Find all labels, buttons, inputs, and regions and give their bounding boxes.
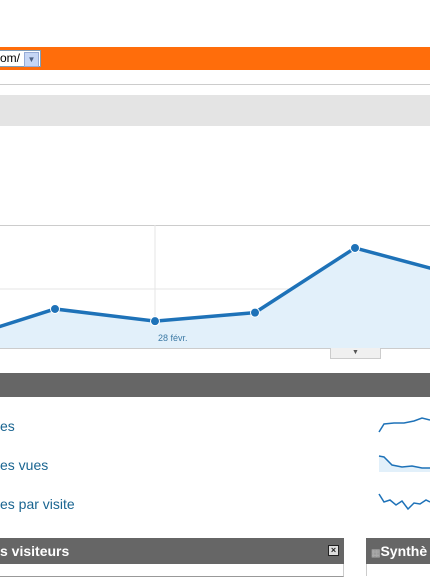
sparklines: [378, 417, 430, 511]
select-arrow[interactable]: ▼: [24, 52, 39, 67]
sparkline-area: [379, 456, 430, 472]
metric-label[interactable]: es vues: [0, 457, 49, 473]
point: [50, 303, 60, 314]
top-bar: om/ ▼: [0, 47, 430, 70]
panel-body: [0, 564, 344, 577]
drag-icon: ▦: [371, 548, 381, 559]
line: [0, 246, 430, 329]
point: [250, 307, 260, 318]
sparkline: [378, 493, 430, 511]
close-icon[interactable]: ×: [328, 545, 339, 556]
x-tick-label: 28 févr.: [158, 333, 188, 343]
panel-header: s visiteurs ×: [0, 538, 344, 564]
site-select-text: om/: [0, 51, 21, 65]
panel-body: [366, 564, 430, 576]
metric-label[interactable]: es par visite: [0, 496, 75, 512]
area: [0, 247, 430, 348]
sparkline: [378, 455, 430, 469]
chart-toggle[interactable]: ▼: [330, 348, 381, 359]
panel-header: ▦Synthè: [366, 538, 430, 564]
sparkline: [378, 417, 430, 433]
point: [350, 242, 360, 253]
point: [150, 316, 160, 327]
panel-title: s visiteurs: [0, 543, 70, 559]
chart: 28 févr.: [0, 225, 430, 349]
separator: [0, 84, 430, 85]
section-header: [0, 95, 430, 126]
panel-title: Synthè: [380, 543, 428, 559]
site-select[interactable]: om/ ▼: [0, 50, 41, 67]
dark-bar: [0, 373, 430, 397]
metric-label[interactable]: es: [0, 418, 15, 434]
